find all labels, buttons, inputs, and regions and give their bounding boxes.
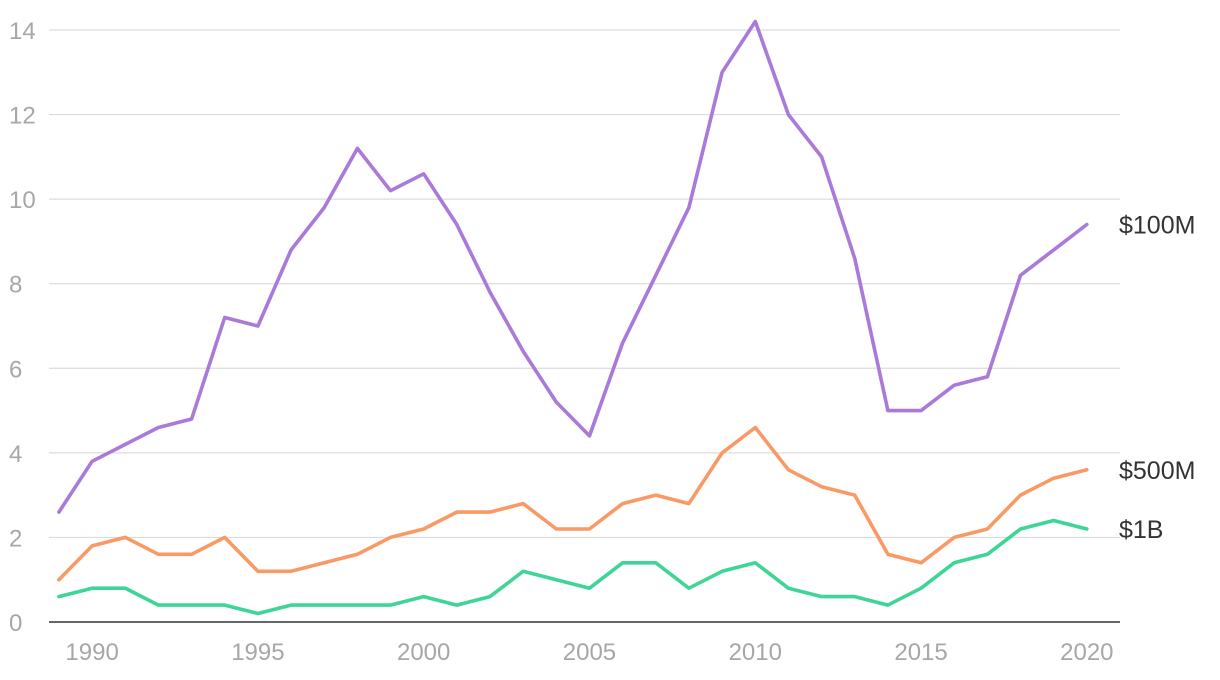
y-tick-label: 12 — [9, 103, 36, 130]
x-tick-label: 1990 — [65, 639, 118, 666]
y-tick-label: 2 — [9, 525, 22, 552]
x-tick-labels: 1990 1995 2000 2005 2010 2015 2020 — [65, 639, 1113, 666]
series-label-1b: $1B — [1119, 516, 1163, 544]
x-tick-label: 2000 — [397, 639, 450, 666]
x-tick-label: 2015 — [894, 639, 947, 666]
x-tick-label: 2005 — [563, 639, 616, 666]
y-tick-label: 8 — [9, 272, 22, 299]
series-line-1b — [57, 518, 1089, 616]
x-tick-label: 2010 — [729, 639, 782, 666]
y-tick-label: 14 — [9, 18, 36, 45]
y-tick-label: 10 — [9, 187, 36, 214]
y-tick-labels: 0 2 4 6 8 10 12 14 — [9, 18, 36, 637]
y-tick-label: 4 — [9, 441, 22, 468]
series-label-100m: $100M — [1119, 212, 1195, 240]
gridlines — [49, 29, 1120, 539]
x-tick-label: 1995 — [231, 639, 284, 666]
x-tick-label: 2020 — [1060, 639, 1113, 666]
series-label-500m: $500M — [1119, 457, 1195, 485]
series-labels: $100M $500M $1B — [1119, 212, 1195, 544]
series-line-100m — [57, 19, 1089, 514]
y-tick-label: 6 — [9, 356, 22, 383]
series-line-500m — [57, 425, 1089, 582]
y-tick-label: 0 — [9, 610, 22, 637]
series-lines — [57, 19, 1089, 616]
